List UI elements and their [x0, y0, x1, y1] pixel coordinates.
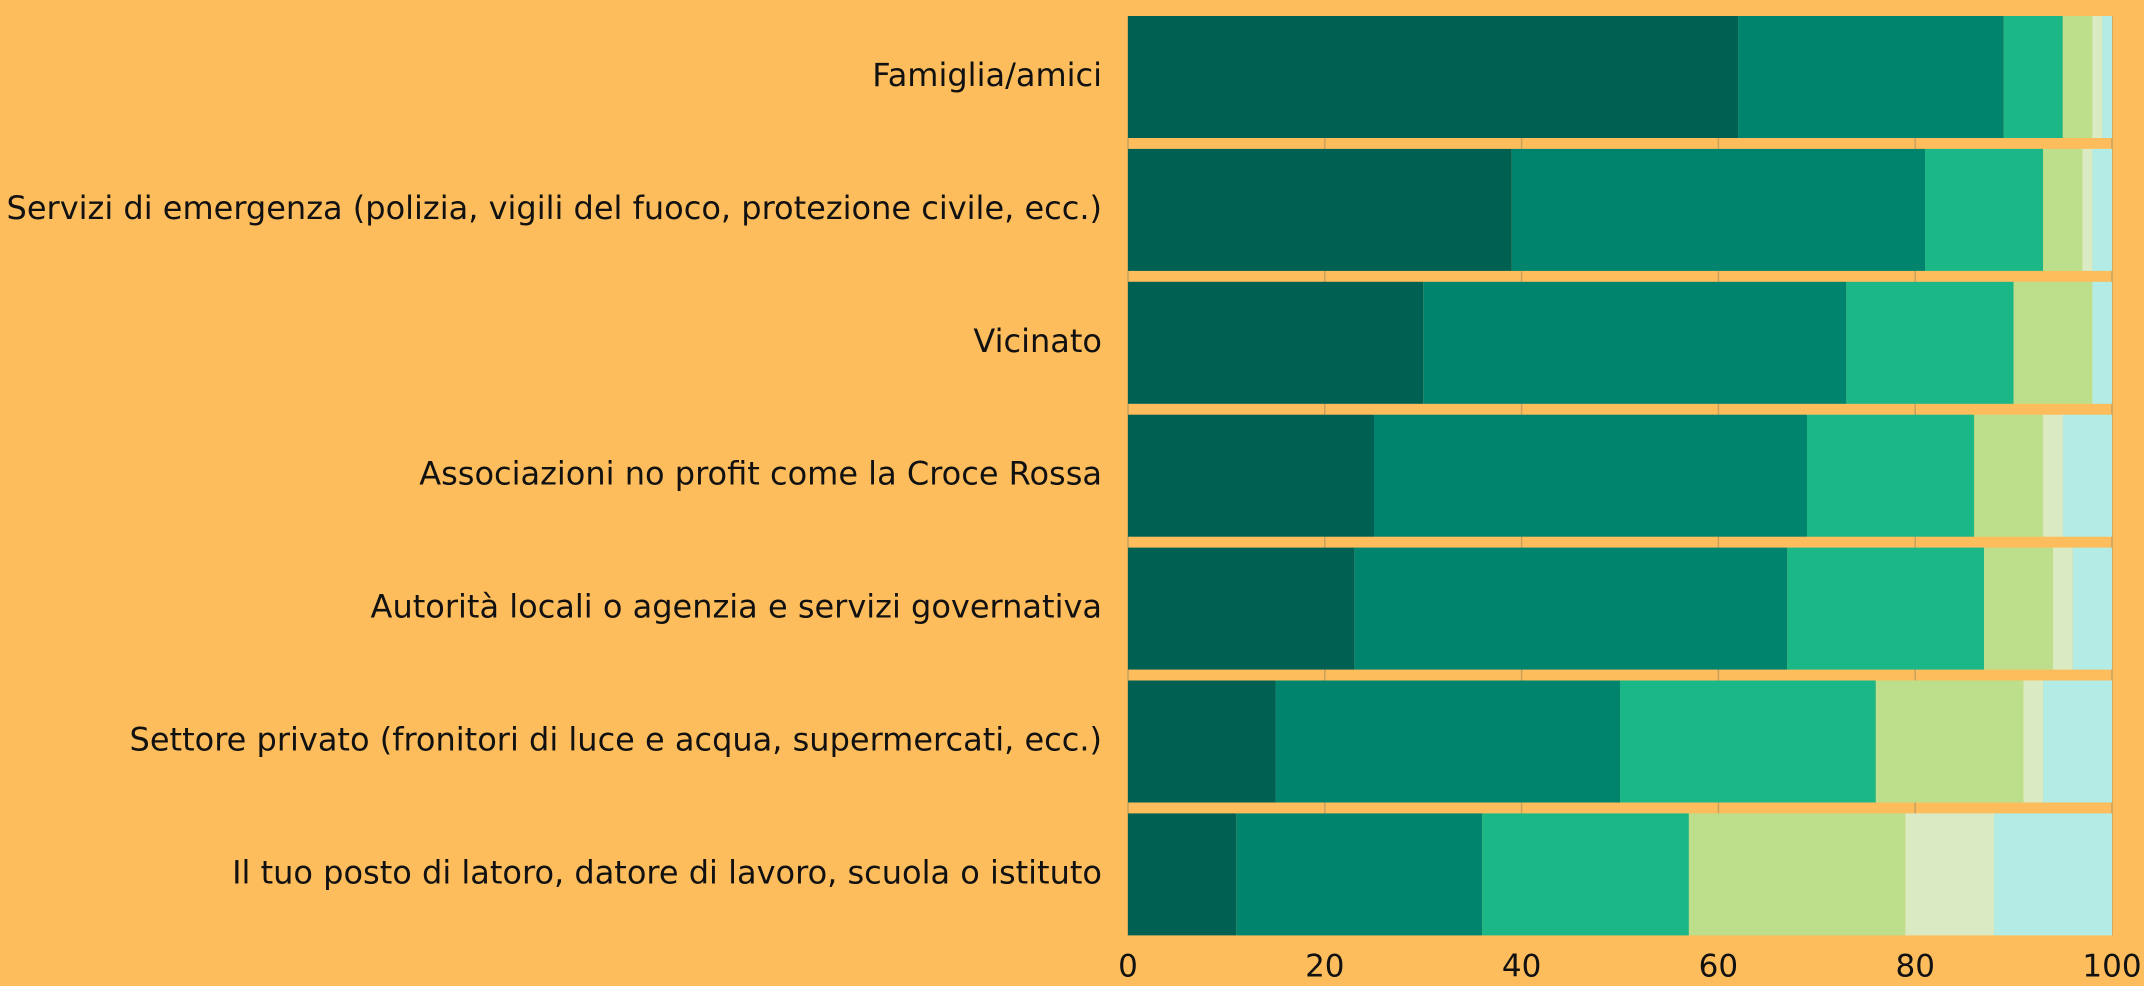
bar-segment: [2092, 16, 2103, 138]
bar-segment: [2043, 414, 2063, 537]
bar-segment: [1905, 813, 1994, 936]
x-tick-label: 80: [1895, 949, 1934, 985]
bar-segment: [2052, 547, 2073, 670]
labels: 0 20 40 60 80 100 Famiglia/amici Servizi di eme…: [7, 56, 2142, 985]
y-tick-label: Associazioni no profit come la Croce Ros…: [419, 455, 1102, 493]
y-tick-label: Il tuo posto di latoro, datore di lavoro…: [232, 853, 1102, 891]
x-tick-label: 60: [1699, 949, 1738, 985]
bar-segment: [1875, 680, 2024, 803]
bar-segment: [1620, 680, 1876, 803]
bar-segment: [1236, 813, 1483, 936]
bar-segment: [2092, 281, 2112, 404]
bar-segment: [1511, 148, 1926, 271]
bar-segment: [1787, 547, 1985, 670]
bar-segment: [1423, 281, 1847, 404]
bar-segment: [2072, 547, 2112, 670]
x-tick-label: 100: [2082, 949, 2141, 985]
bar-segment: [2003, 16, 2063, 138]
bar-segment: [1806, 414, 1975, 537]
bars: [1128, 16, 2112, 936]
bar-segment: [1846, 281, 2014, 404]
bar-segment: [2062, 16, 2093, 138]
bar-segment: [1128, 547, 1355, 670]
y-tick-label: Autorità locali o agenzia e servizi gove…: [371, 588, 1102, 626]
y-tick-label: Famiglia/amici: [872, 56, 1102, 94]
bar-segment: [1128, 680, 1276, 803]
y-tick-label: Vicinato: [973, 322, 1102, 360]
bar-segment: [1354, 547, 1788, 670]
bar-segment: [1925, 148, 2044, 271]
x-tick-label: 40: [1502, 949, 1541, 985]
bar-segment: [1688, 813, 1906, 936]
bar-segment: [1128, 414, 1374, 537]
bar-segment: [2082, 148, 2093, 271]
bar-segment: [2023, 680, 2044, 803]
y-tick-label: Servizi di emergenza (polizia, vigili de…: [7, 189, 1102, 227]
bar-segment: [2013, 281, 2093, 404]
bar-segment: [1128, 813, 1237, 936]
x-tick-label: 20: [1305, 949, 1344, 985]
bar-segment: [1128, 281, 1424, 404]
x-tick-label: 0: [1118, 949, 1138, 985]
bar-segment: [2043, 680, 2112, 803]
bar-segment: [1374, 414, 1807, 537]
bar-segment: [2062, 414, 2112, 537]
bar-segment: [1738, 16, 2004, 138]
bar-segment: [1984, 547, 2053, 670]
bar-segment: [1275, 680, 1620, 803]
bar-segment: [2043, 148, 2083, 271]
bar-segment: [1974, 414, 2044, 537]
bar-segment: [1482, 813, 1689, 936]
bar-segment: [1128, 16, 1739, 138]
bar-segment: [2092, 148, 2112, 271]
bar-segment: [1993, 813, 2112, 936]
y-tick-label: Settore privato (fronitori di luce e acq…: [130, 721, 1102, 759]
bar-segment: [1128, 148, 1512, 271]
bar-segment: [2102, 16, 2112, 138]
